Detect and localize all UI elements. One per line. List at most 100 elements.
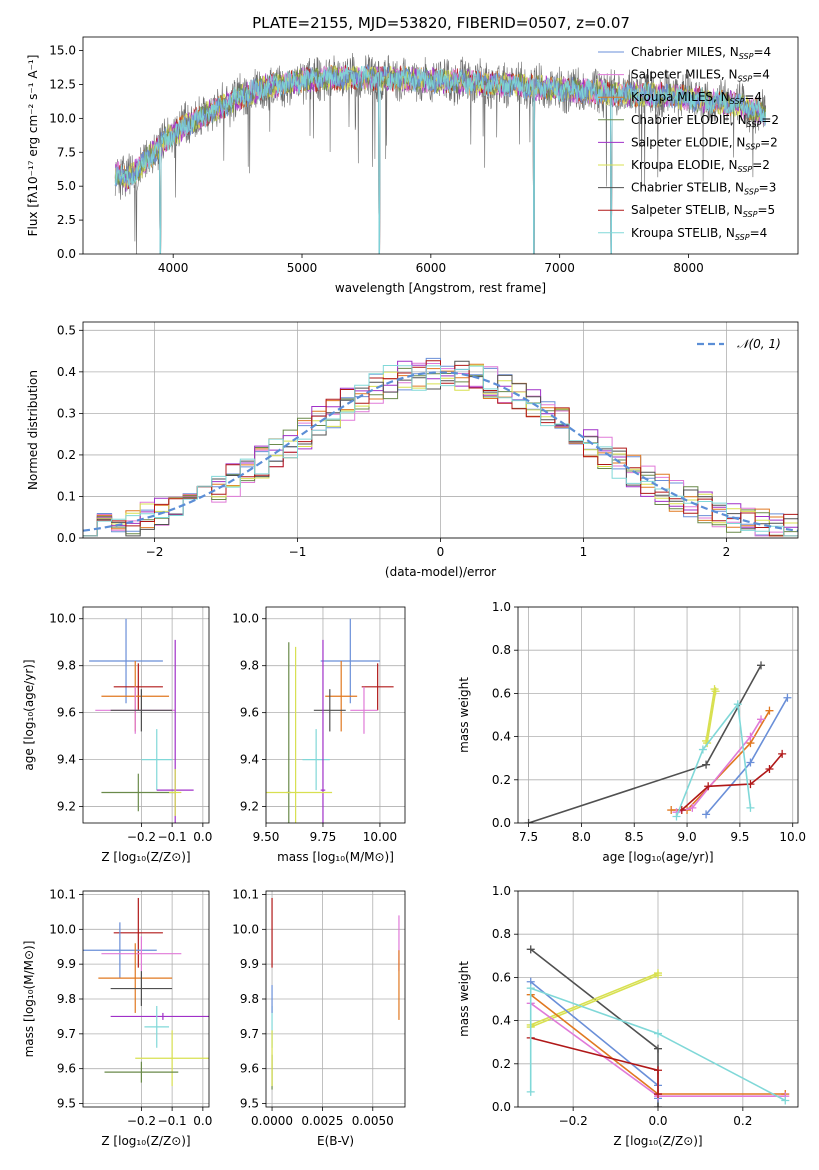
mw_age-marker-ks [698,745,707,754]
y-axis-label: mass weight [457,961,471,1037]
mw_z-line-ke [530,972,659,1026]
x-axis-label: Z [log₁₀(Z/Z⊙)] [101,850,190,864]
y-tick-label: 0.2 [492,1057,511,1071]
x-tick-label: −0.2 [127,1114,156,1128]
mw_age-marker-km [667,806,676,815]
y-tick-label: 0.4 [492,1014,511,1028]
mw_z-marker-cs [526,945,535,954]
y-tick-label: 0.0 [492,1100,511,1114]
mw_z-marker-ke [654,971,662,980]
y-axis-label: mass [log₁₀(M/M⊙)] [22,941,36,1058]
mw_z-line-ks [529,987,786,1102]
x-tick-label: 7000 [544,261,575,275]
y-tick-label: 9.6 [57,706,76,720]
mw_age-line-ke [705,688,716,742]
y-tick-label: 9.8 [240,992,259,1006]
y-tick-label: 0.0 [57,247,76,261]
x-tick-label: 0.0 [193,1114,212,1128]
legend-entry: Salpeter ELODIE, NSSP=2 [631,135,778,151]
mass_z-frame [82,890,210,1108]
mw_z-line-cs [530,948,659,1107]
y-tick-label: 9.9 [240,957,259,971]
age_mass-plot [266,618,394,823]
x-tick-label: −1 [289,545,307,559]
mw_age-marker-sm [688,803,697,812]
y-tick-label: 1.0 [492,884,511,898]
y-axis-label: Normed distribution [26,370,40,490]
mw_age-marker-ks [672,812,681,821]
y-tick-label: 9.7 [57,1027,76,1041]
x-tick-label: 9.5 [730,830,749,844]
mw_z-marker-ks [781,1096,790,1105]
legend-entry: Chabrier STELIB, NSSP=3 [631,181,776,197]
legend-entry: Chabrier ELODIE, NSSP=2 [631,113,779,129]
mw_z-marker-ks [654,1029,662,1038]
gaussian-curve [83,371,798,532]
x-tick-label: 0 [437,545,445,559]
y-tick-label: 9.8 [57,659,76,673]
hist-steps-ks [83,365,798,538]
x-axis-label: age [log₁₀(age/yr)] [602,850,713,864]
age_mass-frame [265,606,406,824]
y-tick-label: 9.6 [240,706,259,720]
x-tick-label: 5000 [287,261,318,275]
y-tick-label: 0.8 [492,643,511,657]
y-tick-label: 0.4 [57,365,76,379]
x-tick-label: 10.0 [779,830,806,844]
mw_age-marker-ss [765,765,774,773]
x-tick-label: 1 [580,545,588,559]
mw_z-marker-ks [526,984,535,993]
x-axis-label: E(B-V) [317,1134,354,1148]
x-tick-label: 2 [723,545,731,559]
y-tick-label: 15.0 [49,44,76,58]
x-tick-label: 8.0 [572,830,591,844]
age_z-axes: −0.2 −0.1 0.0 9.2 9.4 9.6 9.8 10.0 Z [log₁₀(Z/Z⊙… [22,607,212,864]
y-tick-label: 0.2 [57,448,76,462]
x-axis-label: Z [log₁₀(Z/Z⊙)] [613,1134,702,1148]
legend-entry: Salpeter STELIB, NSSP=5 [631,203,775,219]
y-axis-label: mass weight [457,677,471,753]
y-tick-label: 0.2 [492,773,511,787]
mw_z-marker-ks [526,1087,535,1096]
x-axis-label: (data-model)/error [385,565,496,579]
spectrum-plot [114,52,766,254]
x-tick-label: 10.00 [363,830,397,844]
mw_age-marker-cs [524,819,533,823]
y-tick-label: 10.0 [49,111,76,125]
x-tick-label: 0.0025 [301,1114,343,1128]
mw_age-marker-cs [702,760,711,769]
mw_age-marker-cs [757,661,766,670]
y-tick-label: 10.0 [232,612,259,626]
mw_z-axes: −0.2 0.0 0.2 0.0 0.2 0.4 0.6 0.8 1.0 Z [log₁₀(Z/Z… [457,884,798,1148]
mw_age-marker-ss [704,782,713,791]
x-tick-label: −2 [146,545,164,559]
y-tick-label: 9.5 [57,1097,76,1111]
y-tick-label: 5.0 [57,179,76,193]
y-tick-label: 0.6 [492,970,511,984]
hist-frame [82,321,799,539]
x-tick-label: 0.2 [733,1114,752,1128]
y-tick-label: 9.8 [57,992,76,1006]
y-tick-label: 9.2 [57,800,76,814]
y-tick-label: 9.6 [240,1062,259,1076]
mw_age-line-cm [705,697,789,815]
mw_z-marker-ss [654,1066,662,1075]
y-tick-label: 10.0 [49,922,76,936]
y-tick-label: 9.2 [240,800,259,814]
x-tick-label: 9.0 [678,830,697,844]
age_mass-axes: 9.50 9.75 10.00 9.2 9.4 9.6 9.8 10.0 mass [log₁₀… [232,607,405,864]
y-tick-label: 0.6 [492,686,511,700]
mass_ebv-axes: 0.0000 0.0025 0.0050 9.5 9.6 9.7 9.8 9.9 10.0 10.… [232,887,405,1148]
y-tick-label: 9.8 [240,659,259,673]
x-tick-label: 0.0 [648,1114,667,1128]
x-tick-label: 0.0050 [352,1114,394,1128]
mw_age-marker-cm [746,758,755,767]
x-axis-label: Z [log₁₀(Z/Z⊙)] [101,1134,190,1148]
y-tick-label: 0.0 [57,531,76,545]
legend-entry-gauss: 𝒩(0, 1) [737,337,781,351]
y-tick-label: 9.7 [240,1027,259,1041]
y-tick-label: 0.5 [57,323,76,337]
y-tick-label: 2.5 [57,213,76,227]
mw_z-line-ke [530,974,659,1028]
